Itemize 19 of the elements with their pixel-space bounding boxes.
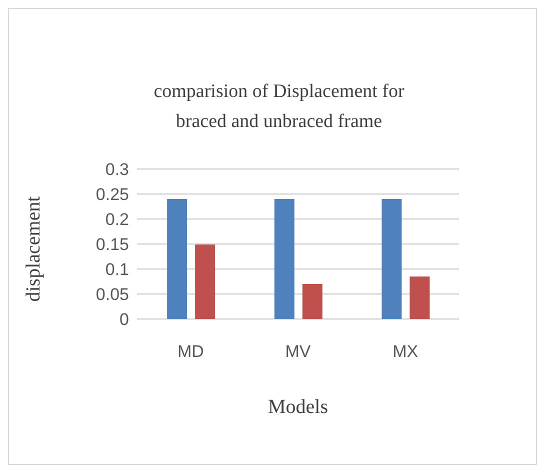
bar xyxy=(382,199,402,319)
x-axis-title: Models xyxy=(267,396,329,419)
y-tick-label: 0.3 xyxy=(105,160,129,180)
bar xyxy=(274,199,294,319)
y-tick-label: 0 xyxy=(120,310,129,330)
bar xyxy=(167,199,188,319)
y-tick-label: 0.15 xyxy=(96,235,129,254)
x-tick-label: MV xyxy=(285,342,312,362)
x-tick-label: MX xyxy=(392,342,418,362)
chart-title: comparision of Displacement for braced and unbraced frame xyxy=(152,80,406,134)
y-tick-label: 0.25 xyxy=(96,185,129,204)
y-tick-label: 0.2 xyxy=(105,210,129,230)
y-tick-label: 0.1 xyxy=(105,260,129,280)
bar xyxy=(195,244,216,319)
y-axis-title: displacement xyxy=(22,196,46,302)
bar xyxy=(302,284,322,319)
y-tick-label: 0.05 xyxy=(96,285,129,304)
x-tick-label: MD xyxy=(177,342,204,362)
bar xyxy=(410,276,430,319)
